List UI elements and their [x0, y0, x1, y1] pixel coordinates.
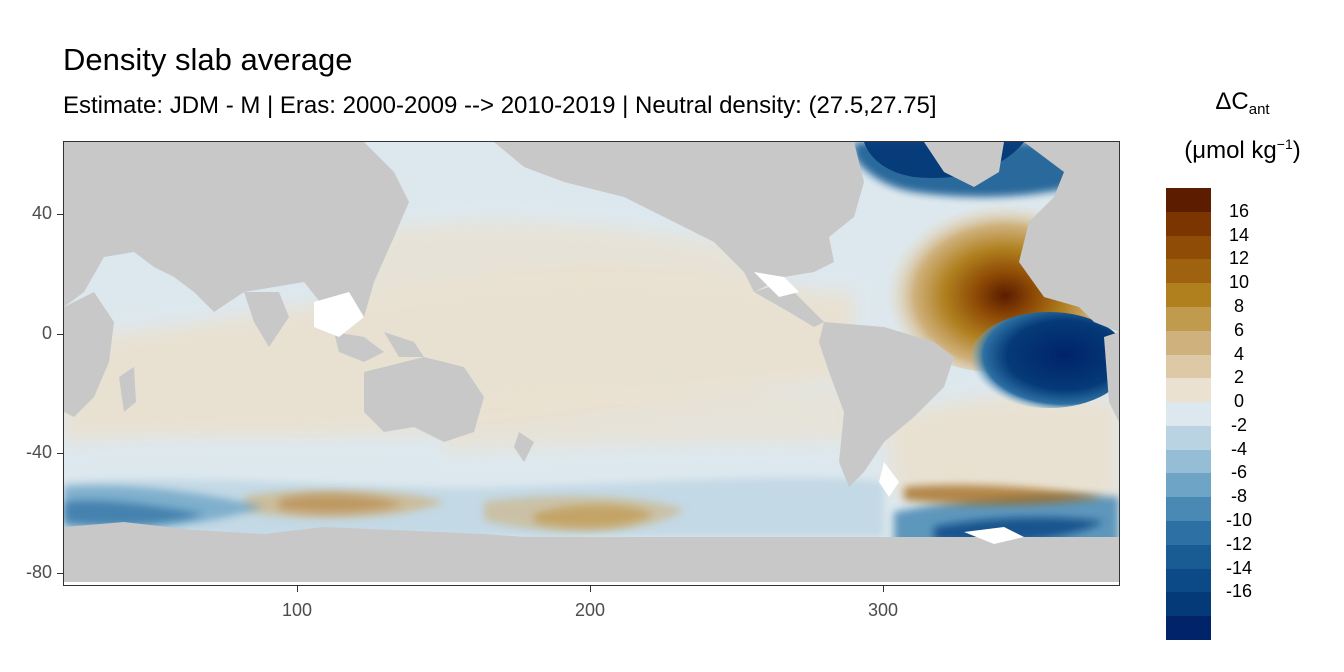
y-tick-label: 40	[31, 203, 52, 223]
y-tick-label: -80	[25, 562, 52, 582]
legend-title-sub: ant	[1248, 101, 1270, 118]
legend-unit-sup: −1	[1276, 136, 1293, 152]
x-tick-label: 200	[574, 600, 606, 620]
legend-label: -6	[1230, 462, 1247, 483]
legend-swatch	[1166, 592, 1211, 617]
legend-swatch	[1166, 235, 1211, 260]
legend-label: -16	[1225, 581, 1252, 602]
y-tick-label: 0	[41, 323, 52, 343]
legend-label: -14	[1225, 557, 1252, 578]
legend-label: -10	[1225, 510, 1252, 531]
y-tick	[57, 214, 63, 215]
legend-label: -4	[1230, 438, 1247, 459]
legend-swatch	[1166, 283, 1211, 308]
chart-title: Density slab average	[63, 42, 353, 77]
x-tick-label: 100	[281, 600, 313, 620]
legend-label: 4	[1233, 343, 1244, 364]
x-tick	[883, 586, 884, 592]
legend-label: 0	[1233, 391, 1244, 412]
map-panel	[63, 141, 1120, 586]
x-tick-label: 300	[867, 600, 899, 620]
legend-label: 6	[1233, 319, 1244, 340]
legend-label: -2	[1230, 414, 1247, 435]
y-tick	[57, 334, 63, 335]
y-tick-label: -40	[25, 442, 52, 462]
legend-swatch	[1166, 188, 1211, 213]
legend-swatch	[1166, 259, 1211, 284]
legend-title-main: ΔC	[1215, 88, 1249, 115]
land	[64, 142, 1119, 585]
legend-label: 14	[1228, 224, 1250, 245]
legend-unit: (μmol kg−1)	[1160, 136, 1325, 165]
legend-unit-suffix: )	[1292, 137, 1301, 164]
legend-swatch	[1166, 306, 1211, 332]
legend-swatch	[1166, 568, 1211, 593]
x-tick	[590, 586, 591, 592]
x-tick	[297, 586, 298, 592]
y-tick	[57, 573, 63, 574]
legend-title: ΔCant	[1160, 88, 1325, 118]
legend-label: 2	[1233, 367, 1244, 388]
legend-swatch	[1166, 544, 1211, 570]
y-tick	[57, 453, 63, 454]
chart-subtitle: Estimate: JDM - M | Eras: 2000-2009 --> …	[63, 92, 937, 119]
equatorial-atlantic-negative-anomaly	[969, 312, 1119, 408]
legend-label: 10	[1228, 272, 1250, 293]
legend-swatch	[1166, 616, 1211, 641]
legend-label: 12	[1228, 248, 1250, 269]
legend-swatch	[1166, 211, 1211, 237]
map-svg	[64, 142, 1119, 585]
legend-swatch	[1166, 402, 1211, 427]
no-data-regions	[64, 272, 1119, 585]
legend-swatch	[1166, 473, 1211, 498]
legend-swatch	[1166, 449, 1211, 474]
legend-unit-prefix: (μmol kg	[1184, 137, 1277, 164]
legend-swatch	[1166, 378, 1211, 403]
legend-label: 16	[1228, 200, 1250, 221]
legend-swatch	[1166, 497, 1211, 522]
legend-swatch	[1166, 330, 1211, 356]
legend-label: -8	[1230, 486, 1247, 507]
legend-label: 8	[1233, 295, 1244, 316]
legend-swatch	[1166, 425, 1211, 451]
legend-swatch	[1166, 354, 1211, 379]
legend-swatch	[1166, 521, 1211, 546]
legend-label: -12	[1225, 533, 1252, 554]
